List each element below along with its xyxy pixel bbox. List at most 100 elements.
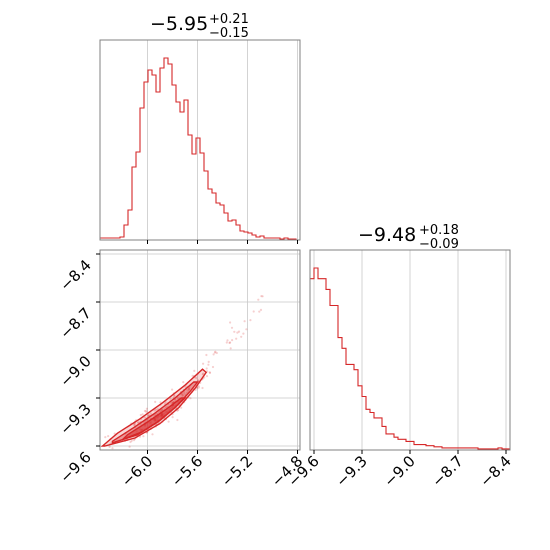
- scatter-point: [142, 435, 145, 438]
- scatter-point: [258, 310, 261, 313]
- scatter-point: [240, 335, 243, 338]
- hist-1-title-sub: −0.15: [209, 26, 249, 41]
- scatter-point: [145, 409, 148, 412]
- hist-1-frame: [99, 39, 301, 241]
- scatter-point: [191, 374, 194, 377]
- scatter-point: [215, 351, 218, 355]
- scatter-point: [196, 387, 199, 390]
- scatter-point: [207, 360, 210, 363]
- scatter-point: [184, 385, 187, 389]
- joint-y-tick-label: −9.3: [56, 400, 94, 438]
- scatter-point: [205, 367, 208, 370]
- scatter-point: [195, 377, 198, 380]
- scatter-point: [225, 341, 228, 344]
- hist-2-tick-label: −8.4: [476, 452, 514, 490]
- scatter-point: [229, 341, 232, 344]
- scatter-point: [260, 295, 263, 298]
- scatter-point: [183, 392, 186, 395]
- scatter-point: [147, 414, 150, 417]
- scatter-point: [133, 423, 136, 426]
- joint-panel: −6.0 −5.6 −5.2 −4.8 −9.6−9.3−9.0−8.7−8.4: [56, 249, 306, 491]
- scatter-point: [226, 339, 229, 342]
- scatter-point: [160, 408, 164, 411]
- scatter-point: [137, 421, 140, 424]
- scatter-point: [201, 386, 204, 390]
- hist-1-title-sup: +0.21: [209, 12, 249, 27]
- scatter-point: [151, 433, 154, 436]
- scatter-point: [181, 394, 184, 397]
- scatter-point: [154, 408, 157, 411]
- hist-2-title-sup: +0.18: [419, 223, 459, 238]
- hist-2-panel: −9.6 −9.3 −9.0 −8.7 −8.4 −9.48 +0.18 −0.09: [284, 223, 514, 491]
- scatter-point: [143, 409, 146, 413]
- scatter-point: [137, 421, 140, 424]
- scatter-point: [173, 395, 176, 398]
- scatter-point: [141, 413, 144, 416]
- scatter-point: [169, 397, 172, 400]
- scatter-point: [171, 416, 174, 419]
- scatter-point: [108, 445, 111, 448]
- scatter-point: [235, 337, 238, 340]
- scatter-point: [145, 411, 148, 414]
- scatter-point: [202, 362, 205, 365]
- scatter-point: [167, 420, 170, 423]
- scatter-point: [197, 379, 200, 382]
- scatter-point: [181, 392, 184, 395]
- scatter-point: [171, 388, 174, 391]
- scatter-point: [205, 353, 208, 357]
- joint-x-tick-label: −5.6: [168, 452, 206, 490]
- scatter-point: [181, 394, 184, 397]
- joint-y-tick-label: −8.4: [56, 256, 94, 294]
- scatter-point: [193, 369, 196, 372]
- scatter-point: [176, 397, 180, 400]
- scatter-point: [130, 439, 133, 442]
- scatter-point: [236, 331, 239, 334]
- scatter-point: [153, 409, 156, 412]
- hist-1-gridlines: [147, 40, 298, 240]
- scatter-point: [139, 413, 142, 417]
- scatter-point: [212, 353, 215, 356]
- scatter-point: [128, 445, 131, 448]
- scatter-point: [111, 447, 114, 450]
- joint-gridlines: [100, 250, 300, 450]
- contour-inner: [122, 397, 187, 441]
- joint-y-ticks: −9.6 −9.3 −9.0 −8.7 −8.4: [56, 253, 100, 487]
- hist-2-gridlines: [313, 250, 507, 450]
- hist-2-tick-label: −9.0: [380, 452, 418, 490]
- scatter-point: [261, 295, 264, 298]
- scatter-point: [188, 387, 191, 390]
- scatter-point: [149, 412, 152, 415]
- scatter-point: [249, 319, 252, 322]
- scatter-point: [213, 351, 216, 354]
- scatter-point: [202, 372, 205, 375]
- hist-1-panel: −5.95 +0.21 −0.15: [99, 12, 301, 244]
- scatter-point: [245, 328, 248, 331]
- scatter-point: [147, 414, 150, 417]
- scatter-point: [233, 330, 236, 333]
- scatter-point: [205, 375, 209, 378]
- hist-2-title-value: −9.48: [358, 224, 416, 246]
- scatter-point: [107, 435, 110, 438]
- joint-x-tick-label: −5.2: [218, 452, 256, 490]
- joint-y-tick-label: −8.7: [56, 304, 94, 342]
- scatter-point: [104, 436, 107, 439]
- scatter-point: [211, 365, 215, 369]
- scatter-point: [113, 432, 116, 435]
- scatter-point: [228, 341, 231, 344]
- scatter-point: [237, 330, 241, 333]
- joint-x-tick-label: −6.0: [118, 452, 156, 490]
- hist-2-series: [310, 267, 510, 450]
- scatter-point: [154, 400, 157, 403]
- hist-2-title-sub: −0.09: [419, 237, 459, 252]
- joint-x-ticks: −6.0 −5.6 −5.2 −4.8: [118, 450, 306, 491]
- scatter-point: [180, 406, 183, 409]
- scatter-point: [159, 401, 162, 404]
- scatter-point: [197, 386, 201, 389]
- contour-outer: [100, 368, 208, 447]
- scatter-point: [176, 418, 179, 422]
- hist-1-title: −5.95: [150, 13, 208, 35]
- scatter-point: [242, 332, 245, 335]
- scatter-point: [182, 381, 185, 384]
- scatter-point: [259, 308, 263, 311]
